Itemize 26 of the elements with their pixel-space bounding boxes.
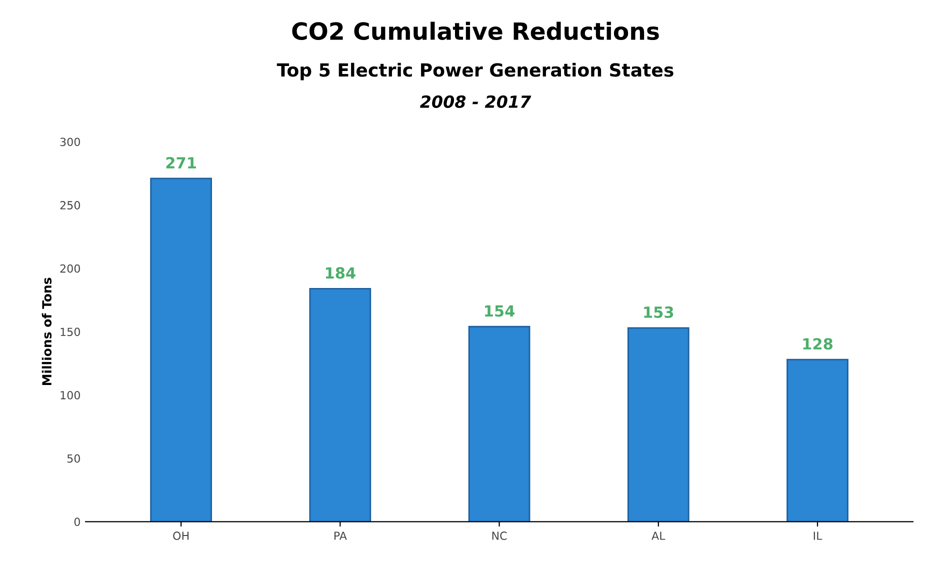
data-label: 154 <box>485 305 515 317</box>
y-tick-label: 300 <box>60 138 80 146</box>
bar <box>150 178 212 522</box>
bar <box>627 327 690 522</box>
y-tick-label: 150 <box>60 328 80 336</box>
y-tick-label: 0 <box>74 518 80 526</box>
data-label: 128 <box>803 338 832 350</box>
y-axis-title: Millions of Tons <box>42 278 52 386</box>
y-tick-label: 100 <box>60 390 80 400</box>
chart-subtitle: Top 5 Electric Power Generation States <box>276 62 674 80</box>
bar <box>468 326 530 522</box>
x-tick-label: PA <box>334 532 347 540</box>
x-tick-label: AL <box>652 532 666 540</box>
x-tick-label: OH <box>173 532 189 540</box>
bar <box>786 358 848 522</box>
bar <box>309 288 372 522</box>
x-tick-label: IL <box>814 532 822 540</box>
data-label: 271 <box>166 157 196 168</box>
text: 2008 - 2017 <box>420 95 532 108</box>
chart-title: CO2 Cumulative Reductions <box>292 22 659 40</box>
y-tick-label: 250 <box>60 201 80 210</box>
x-tick-label: NC <box>492 532 507 540</box>
y-tick-label: 50 <box>67 454 80 463</box>
data-label: 184 <box>326 267 356 279</box>
y-tick-label: 200 <box>60 264 80 273</box>
data-label: 153 <box>644 306 674 318</box>
